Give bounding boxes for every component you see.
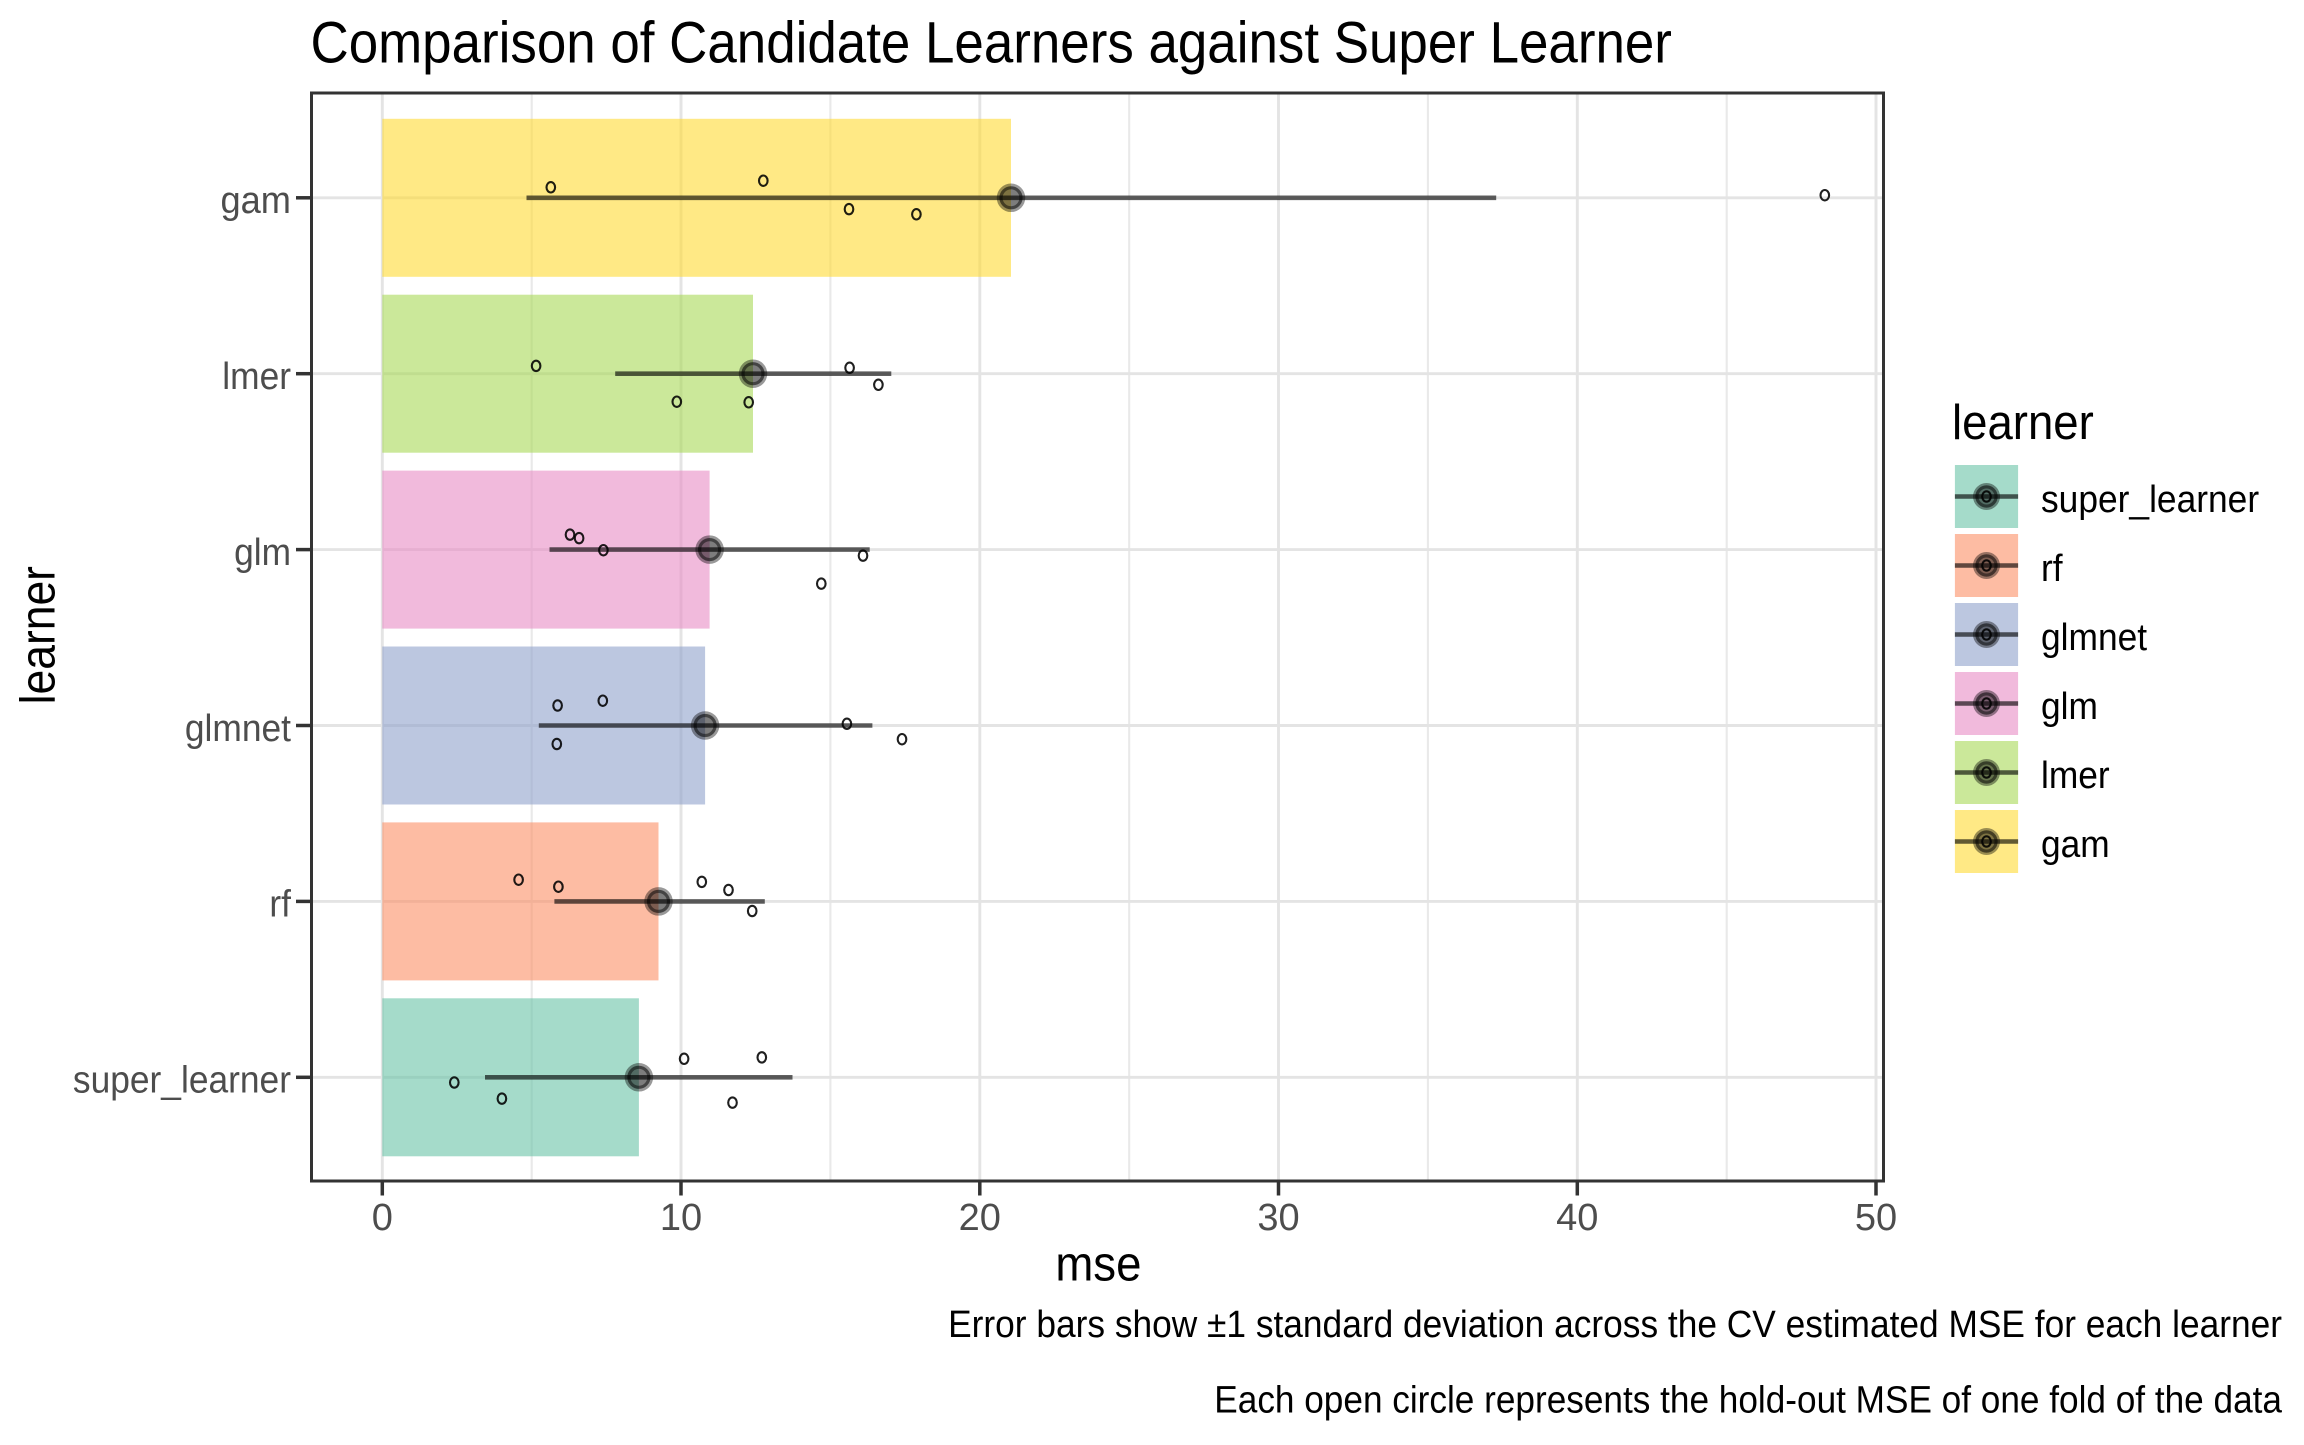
svg-text:Error bars show ±1 standard de: Error bars show ±1 standard deviation ac… — [948, 1304, 2282, 1346]
svg-text:mse: mse — [1055, 1238, 1141, 1292]
svg-text:gam: gam — [221, 180, 292, 222]
svg-text:50: 50 — [1855, 1197, 1897, 1239]
svg-text:super_learner: super_learner — [2041, 479, 2259, 521]
svg-text:glm: glm — [234, 532, 291, 574]
svg-text:learner: learner — [1952, 396, 2094, 450]
svg-text:30: 30 — [1257, 1197, 1299, 1239]
svg-text:40: 40 — [1556, 1197, 1598, 1239]
svg-text:glmnet: glmnet — [2041, 617, 2148, 659]
svg-text:glm: glm — [2041, 686, 2098, 728]
svg-text:Comparison of Candidate Learne: Comparison of Candidate Learners against… — [311, 10, 1672, 75]
svg-text:learner: learner — [11, 566, 65, 704]
svg-text:10: 10 — [660, 1197, 702, 1239]
svg-text:0: 0 — [372, 1197, 393, 1239]
svg-text:rf: rf — [2041, 548, 2063, 590]
svg-text:lmer: lmer — [2041, 755, 2110, 797]
svg-text:rf: rf — [269, 884, 291, 926]
svg-text:glmnet: glmnet — [185, 708, 292, 750]
svg-text:lmer: lmer — [222, 356, 291, 398]
svg-text:super_learner: super_learner — [73, 1060, 291, 1102]
svg-text:Each open circle represents th: Each open circle represents the hold-out… — [1214, 1379, 2282, 1421]
svg-text:20: 20 — [959, 1197, 1001, 1239]
svg-text:gam: gam — [2041, 824, 2110, 866]
